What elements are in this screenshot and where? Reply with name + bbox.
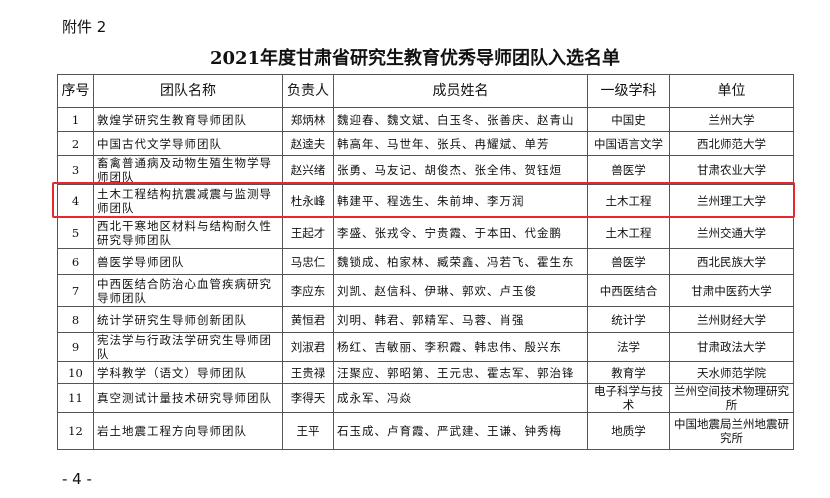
row-number: 6 (57, 248, 94, 275)
table-header-row: 序号 团队名称 负责人 成员姓名 一级学科 单位 (57, 74, 794, 108)
team-name: 畜禽普通病及动物生殖生物学导师团队 (93, 155, 283, 185)
team-members: 刘明、韩君、郭精军、马蓉、肖强 (333, 306, 588, 333)
team-name: 学科教学（语文）导师团队 (93, 361, 283, 384)
discipline: 土木工程 (587, 184, 670, 217)
team-leader: 黄恒君 (282, 306, 334, 333)
team-members: 魏锁成、柏家林、臧荣鑫、冯若飞、霍生东 (333, 248, 588, 275)
table-row: 4 土木工程结构抗震减震与监测导师团队 杜永峰 韩建平、程选生、朱前坤、李万润 土木工程… (57, 184, 794, 217)
team-leader: 郑炳林 (282, 107, 334, 132)
table-row: 5 西北干寒地区材料与结构耐久性研究导师团队 王起才 李盛、张戎令、宁贵霞、于本田、代… (57, 216, 794, 249)
discipline: 中西医结合 (587, 274, 670, 307)
team-members: 汪聚应、郭昭第、王元忠、霍志军、郭治锋 (333, 361, 588, 384)
header-team: 团队名称 (93, 74, 283, 108)
team-name: 岩土地震工程方向导师团队 (93, 412, 283, 450)
discipline: 电子科学与技术 (587, 383, 670, 413)
team-leader: 李得天 (282, 383, 334, 413)
unit: 甘肃中医药大学 (669, 274, 794, 307)
table-row: 6 兽医学导师团队 马忠仁 魏锁成、柏家林、臧荣鑫、冯若飞、霍生东 兽医学 西北民族大学 (57, 248, 794, 275)
row-number: 1 (57, 107, 94, 132)
team-leader: 李应东 (282, 274, 334, 307)
team-name: 土木工程结构抗震减震与监测导师团队 (93, 184, 283, 217)
team-name: 宪法学与行政法学研究生导师团队 (93, 332, 283, 362)
table-row: 12 岩土地震工程方向导师团队 王平 石玉成、卢育霞、严武建、王谦、钟秀梅 地质学 中国地… (57, 412, 794, 450)
table-row: 9 宪法学与行政法学研究生导师团队 刘淑君 杨红、吉敏丽、李积霞、韩忠伟、殷兴东 法学甘… (57, 332, 794, 362)
team-name: 中西医结合防治心血管疾病研究导师团队 (93, 274, 283, 307)
unit: 天水师范学院 (669, 361, 794, 384)
table-row: 3 畜禽普通病及动物生殖生物学导师团队 赵兴绪 张勇、马友记、胡俊杰、张全伟、贺钰烜兽… (57, 155, 794, 185)
unit: 甘肃农业大学 (669, 155, 794, 185)
team-members: 石玉成、卢育霞、严武建、王谦、钟秀梅 (333, 412, 588, 450)
team-leader: 王贵禄 (282, 361, 334, 384)
team-members: 韩高年、马世年、张兵、冉耀斌、单芳 (333, 131, 588, 156)
team-name: 兽医学导师团队 (93, 248, 283, 275)
discipline: 法学 (587, 332, 670, 362)
team-leader: 马忠仁 (282, 248, 334, 275)
team-leader: 王平 (282, 412, 334, 450)
team-list-table: 序号 团队名称 负责人 成员姓名 一级学科 单位 1 敦煌学研究生教育导师团队 郑炳… (57, 74, 794, 450)
unit: 兰州空间技术物理研究所 (669, 383, 794, 413)
team-members: 魏迎春、魏文斌、白玉冬、张善庆、赵青山 (333, 107, 588, 132)
discipline: 统计学 (587, 306, 670, 333)
document-title: 2021年度甘肃省研究生教育优秀导师团队入选名单 (209, 48, 621, 69)
row-number: 8 (57, 306, 94, 333)
discipline: 地质学 (587, 412, 670, 450)
discipline: 兽医学 (587, 155, 670, 185)
unit: 兰州大学 (669, 107, 794, 132)
unit: 西北师范大学 (669, 131, 794, 156)
row-number: 11 (57, 383, 94, 413)
table-row: 7 中西医结合防治心血管疾病研究导师团队 李应东 刘凯、赵信科、伊琳、郭欢、卢玉俊 中西… (57, 274, 794, 307)
team-members: 李盛、张戎令、宁贵霞、于本田、代金鹏 (333, 216, 588, 249)
team-name: 中国古代文学导师团队 (93, 131, 283, 156)
team-leader: 杜永峰 (282, 184, 334, 217)
unit: 中国地震局兰州地震研究所 (669, 412, 794, 450)
team-leader: 赵兴绪 (282, 155, 334, 185)
discipline: 土木工程 (587, 216, 670, 249)
team-members: 韩建平、程选生、朱前坤、李万润 (333, 184, 588, 217)
row-number: 12 (57, 412, 94, 450)
unit: 兰州财经大学 (669, 306, 794, 333)
team-name: 统计学研究生导师创新团队 (93, 306, 283, 333)
team-members: 张勇、马友记、胡俊杰、张全伟、贺钰烜 (333, 155, 588, 185)
team-leader: 赵逵夫 (282, 131, 334, 156)
unit: 兰州理工大学 (669, 184, 794, 217)
team-name: 真空测试计量技术研究导师团队 (93, 383, 283, 413)
page-number: - 4 - (62, 470, 92, 488)
unit: 兰州交通大学 (669, 216, 794, 249)
header-members: 成员姓名 (333, 74, 588, 108)
row-number: 7 (57, 274, 94, 307)
discipline: 中国语言文学 (587, 131, 670, 156)
table-row: 8 统计学研究生导师创新团队 黄恒君 刘明、韩君、郭精军、马蓉、肖强 统计学 兰州财经大学 (57, 306, 794, 333)
header-no: 序号 (57, 74, 94, 108)
team-name: 敦煌学研究生教育导师团队 (93, 107, 283, 132)
header-leader: 负责人 (282, 74, 334, 108)
discipline: 教育学 (587, 361, 670, 384)
discipline: 兽医学 (587, 248, 670, 275)
header-unit: 单位 (669, 74, 794, 108)
table-row: 11 真空测试计量技术研究导师团队 李得天 成永军、冯焱 电子科学与技术 兰州空间技术物理… (57, 383, 794, 413)
team-members: 成永军、冯焱 (333, 383, 588, 413)
team-leader: 刘淑君 (282, 332, 334, 362)
team-name: 西北干寒地区材料与结构耐久性研究导师团队 (93, 216, 283, 249)
row-number: 3 (57, 155, 94, 185)
unit: 甘肃政法大学 (669, 332, 794, 362)
header-discipline: 一级学科 (587, 74, 670, 108)
team-members: 杨红、吉敏丽、李积霞、韩忠伟、殷兴东 (333, 332, 588, 362)
unit: 西北民族大学 (669, 248, 794, 275)
row-number: 4 (57, 184, 94, 217)
row-number: 9 (57, 332, 94, 362)
row-number: 2 (57, 131, 94, 156)
table-row: 2 中国古代文学导师团队 赵逵夫 韩高年、马世年、张兵、冉耀斌、单芳 中国语言文学 西北师… (57, 131, 794, 156)
row-number: 10 (57, 361, 94, 384)
team-leader: 王起才 (282, 216, 334, 249)
attachment-label: 附件 2 (62, 18, 107, 36)
table-row: 10 学科教学（语文）导师团队 王贵禄 汪聚应、郭昭第、王元忠、霍志军、郭治锋 教育学天… (57, 361, 794, 384)
team-members: 刘凯、赵信科、伊琳、郭欢、卢玉俊 (333, 274, 588, 307)
discipline: 中国史 (587, 107, 670, 132)
table-row: 1 敦煌学研究生教育导师团队 郑炳林 魏迎春、魏文斌、白玉冬、张善庆、赵青山 中国史 兰州… (57, 107, 794, 132)
row-number: 5 (57, 216, 94, 249)
